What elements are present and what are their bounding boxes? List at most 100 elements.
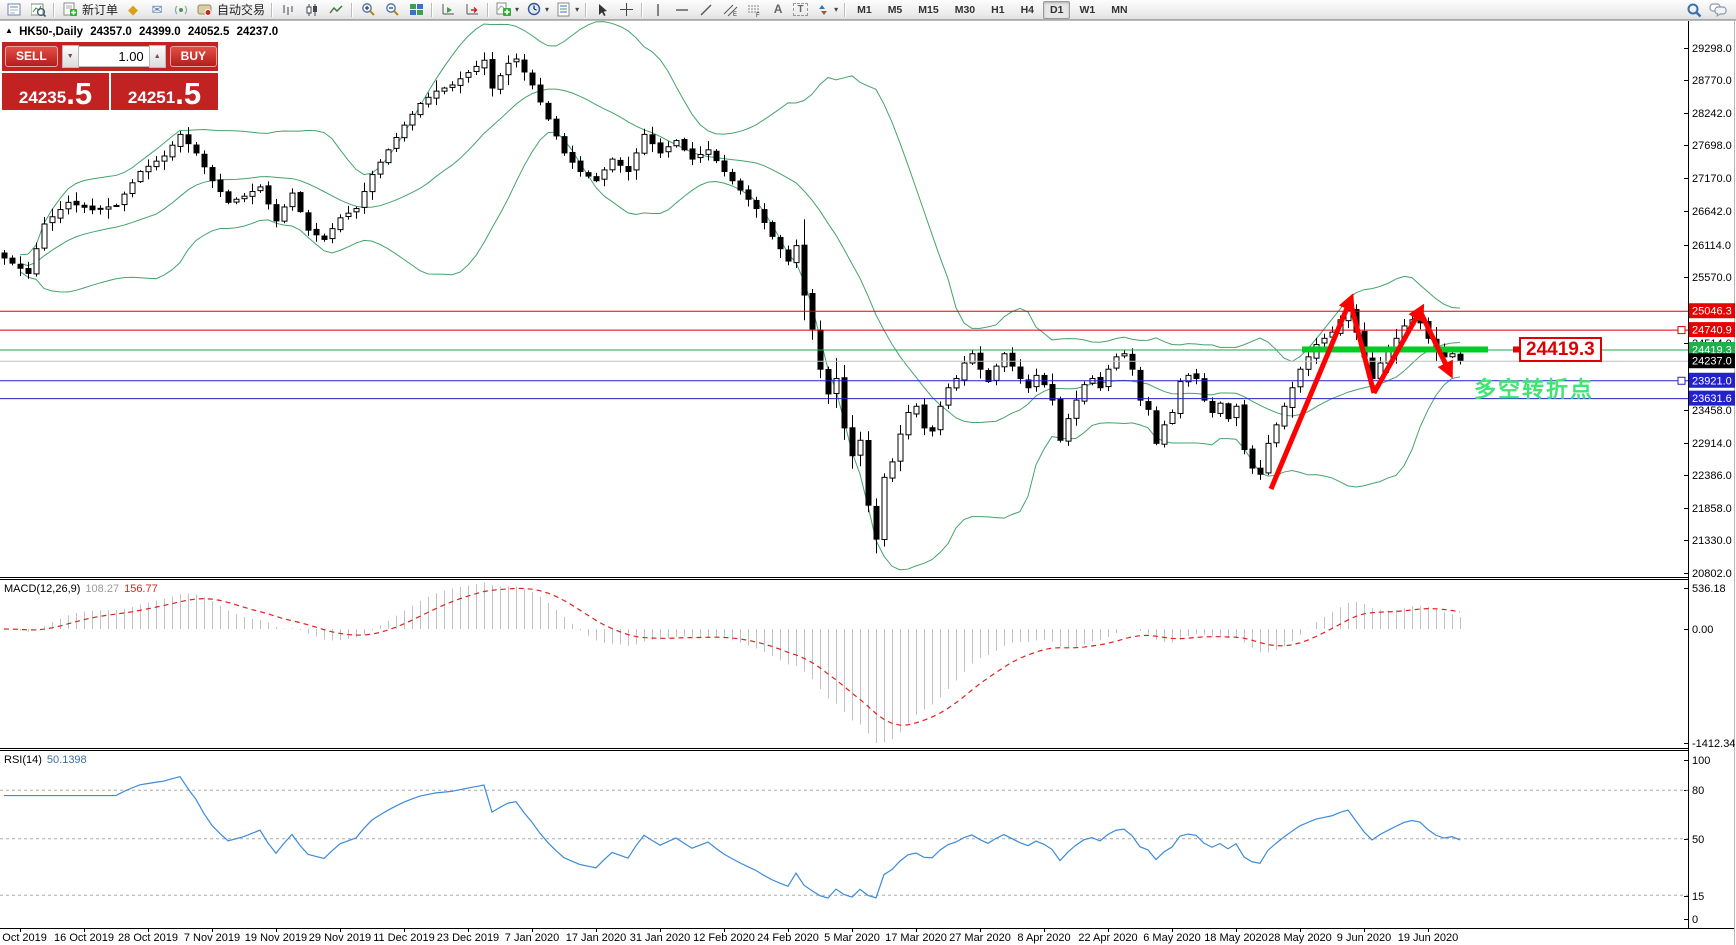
text-label-icon: T <box>793 3 809 16</box>
timeframe-button-MN[interactable]: MN <box>1111 3 1128 16</box>
price-tick: 29298.0 <box>1692 43 1732 55</box>
crosshair-tool-button[interactable] <box>614 1 638 18</box>
support-bar[interactable] <box>1302 346 1488 353</box>
turning-point-annotation[interactable]: 多空转折点 <box>1474 377 1595 402</box>
date-tick: 31 Jan 2020 <box>630 932 691 944</box>
sell-button[interactable]: SELL <box>5 46 58 67</box>
new-order-button[interactable]: 新订单 <box>58 1 121 18</box>
rsi-indicator-label: RSI(14) 50.1398 <box>4 754 87 766</box>
signals-button[interactable] <box>169 1 193 18</box>
date-tick: 28 Oct 2019 <box>118 932 178 944</box>
timeframe-button-H1[interactable]: H1 <box>991 3 1005 16</box>
date-tick: 6 May 2020 <box>1143 932 1200 944</box>
cursor-tool-button[interactable] <box>590 1 614 18</box>
timeframe-button-M1[interactable]: M1 <box>857 3 872 16</box>
profiles-button[interactable] <box>26 1 50 18</box>
line-chart-button[interactable] <box>324 1 348 18</box>
auto-scroll-button[interactable] <box>436 1 460 18</box>
text-tool[interactable]: A <box>766 1 790 18</box>
price-callout-box[interactable]: 24419.3 <box>1519 337 1602 362</box>
autotrading-button[interactable]: 自动交易 <box>193 1 268 18</box>
candle-chart-button[interactable] <box>300 1 324 18</box>
charts-list-button[interactable] <box>2 1 26 18</box>
zigzag-segment[interactable] <box>1417 309 1453 379</box>
rsi-tick: 100 <box>1692 755 1710 767</box>
chart-shift-button[interactable] <box>460 1 484 18</box>
date-tick: 12 Feb 2020 <box>693 932 755 944</box>
tile-windows-button[interactable] <box>404 1 428 18</box>
price-tick: 21858.0 <box>1692 503 1732 515</box>
timeframe-button-H4[interactable]: H4 <box>1020 3 1035 16</box>
arrows-tool[interactable]: ▾ <box>811 1 841 18</box>
mail-button[interactable]: ✉ <box>145 1 169 18</box>
line-handle[interactable] <box>1677 326 1686 335</box>
timeframe-button-M15[interactable]: M15 <box>918 3 939 16</box>
dropdown-caret-icon: ▾ <box>834 5 839 14</box>
crosshair-icon <box>617 2 635 17</box>
bar-chart-button[interactable] <box>276 1 300 18</box>
bollinger-bands <box>19 21 1461 571</box>
autotrading-label: 自动交易 <box>217 3 266 17</box>
macd-tick: 0.00 <box>1692 624 1713 636</box>
line-handle[interactable] <box>1677 376 1686 385</box>
zigzag-segment[interactable] <box>1371 303 1425 395</box>
channel-tool[interactable]: E <box>718 1 742 18</box>
date-tick: 7 Nov 2019 <box>184 932 240 944</box>
chart-objects[interactable] <box>0 293 1688 490</box>
price-tick: 26642.0 <box>1692 206 1732 218</box>
tile-windows-icon <box>407 2 425 17</box>
timeframe-button-W1[interactable]: W1 <box>1079 3 1096 16</box>
candle-chart-icon <box>303 2 321 17</box>
volume-increase-button[interactable]: ▲ <box>148 45 166 68</box>
mail-icon: ✉ <box>151 2 163 17</box>
price-tick: 25570.0 <box>1692 272 1732 284</box>
date-tick: 27 Mar 2020 <box>949 932 1011 944</box>
price-tick: 23458.0 <box>1692 405 1732 417</box>
chat-icon <box>1709 2 1727 17</box>
buy-price-panel[interactable]: 24251 .5 <box>111 73 218 110</box>
date-tick: 8 Apr 2020 <box>1017 932 1070 944</box>
chat-button[interactable] <box>1706 1 1730 18</box>
rsi-name: RSI(14) <box>4 754 42 766</box>
volume-decrease-button[interactable]: ▼ <box>61 45 79 68</box>
search-button[interactable] <box>1682 1 1706 18</box>
date-tick: 28 May 2020 <box>1268 932 1332 944</box>
date-tick: 18 May 2020 <box>1204 932 1268 944</box>
macd-tick: -1412.34 <box>1692 738 1735 750</box>
price-tick: 26114.0 <box>1692 240 1731 252</box>
date-tick: 17 Jan 2020 <box>566 932 627 944</box>
buy-button[interactable]: BUY <box>169 46 218 67</box>
mql-button[interactable]: ◆ <box>121 1 145 18</box>
trendline-tool[interactable] <box>694 1 718 18</box>
periods-button[interactable]: ▾ <box>522 1 552 18</box>
zigzag-segment[interactable] <box>1268 293 1355 490</box>
timeframe-button-M5[interactable]: M5 <box>887 3 903 16</box>
volume-spinner: ▼ ▲ <box>61 45 166 68</box>
volume-input[interactable] <box>78 46 149 67</box>
horizontal-line-tool[interactable] <box>670 1 694 18</box>
vertical-line-tool[interactable] <box>646 1 670 18</box>
timeframe-button-M30[interactable]: M30 <box>954 3 976 16</box>
rsi-tick: 0 <box>1692 914 1698 926</box>
symbol-info-bar[interactable]: ▲ HK50-,Daily 24357.0 24399.0 24052.5 24… <box>5 26 282 38</box>
indicators-button[interactable]: ▾ <box>492 1 522 18</box>
zoom-in-icon <box>359 2 377 17</box>
collapse-arrow-icon[interactable]: ▲ <box>5 26 13 35</box>
ohlc-low: 24052.5 <box>187 26 230 38</box>
sell-price-panel[interactable]: 24235 .5 <box>2 73 111 110</box>
price-tick: 28242.0 <box>1692 108 1732 120</box>
callout-handle[interactable] <box>1513 346 1519 353</box>
macd-pane <box>3 582 1461 743</box>
text-label-tool[interactable]: T <box>790 1 811 18</box>
fibonacci-tool[interactable]: F <box>742 1 766 18</box>
zoom-in-button[interactable] <box>356 1 380 18</box>
one-click-trading-widget: SELL ▼ ▲ BUY 24235 .5 24251 .5 <box>2 42 218 110</box>
price-badge <box>1689 322 1735 338</box>
templates-button[interactable]: ▾ <box>552 1 582 18</box>
zoom-out-button[interactable] <box>380 1 404 18</box>
dropdown-caret-icon: ▾ <box>545 5 550 14</box>
zigzag-segment[interactable] <box>1347 300 1377 394</box>
timeframe-button-D1[interactable]: D1 <box>1043 0 1071 19</box>
